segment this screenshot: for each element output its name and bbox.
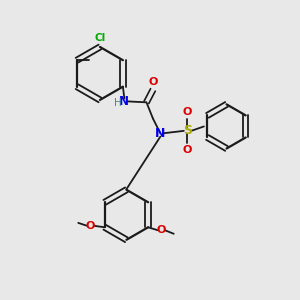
Text: O: O [183, 107, 192, 117]
Text: O: O [149, 77, 158, 87]
Text: S: S [183, 124, 192, 137]
Text: H: H [114, 98, 122, 109]
Text: O: O [183, 145, 192, 155]
Text: N: N [155, 127, 166, 140]
Text: O: O [86, 221, 95, 231]
Text: Cl: Cl [94, 33, 106, 43]
Text: N: N [119, 95, 129, 108]
Text: O: O [157, 225, 166, 235]
